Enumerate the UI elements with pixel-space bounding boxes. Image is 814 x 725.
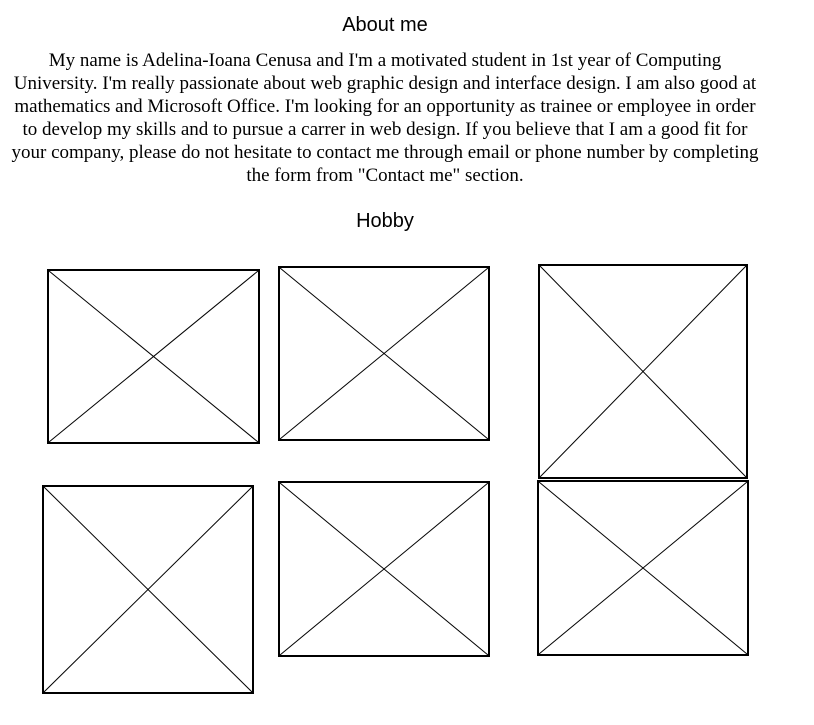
image-placeholder-icon [540,266,746,477]
image-placeholder-icon [280,483,488,655]
hobby-image-4 [42,485,254,694]
image-placeholder-icon [539,482,747,654]
hobby-image-3 [538,264,748,479]
image-placeholder-icon [280,268,488,439]
hobby-image-6 [537,480,749,656]
image-placeholder-icon [44,487,252,692]
image-placeholder-icon [49,271,258,442]
hobby-image-1 [47,269,260,444]
about-heading: About me [342,14,428,36]
hobby-image-5 [278,481,490,657]
hobby-image-2 [278,266,490,441]
about-bio-text: My name is Adelina-Ioana Cenusa and I'm … [11,50,759,186]
hobby-heading: Hobby [356,210,414,232]
